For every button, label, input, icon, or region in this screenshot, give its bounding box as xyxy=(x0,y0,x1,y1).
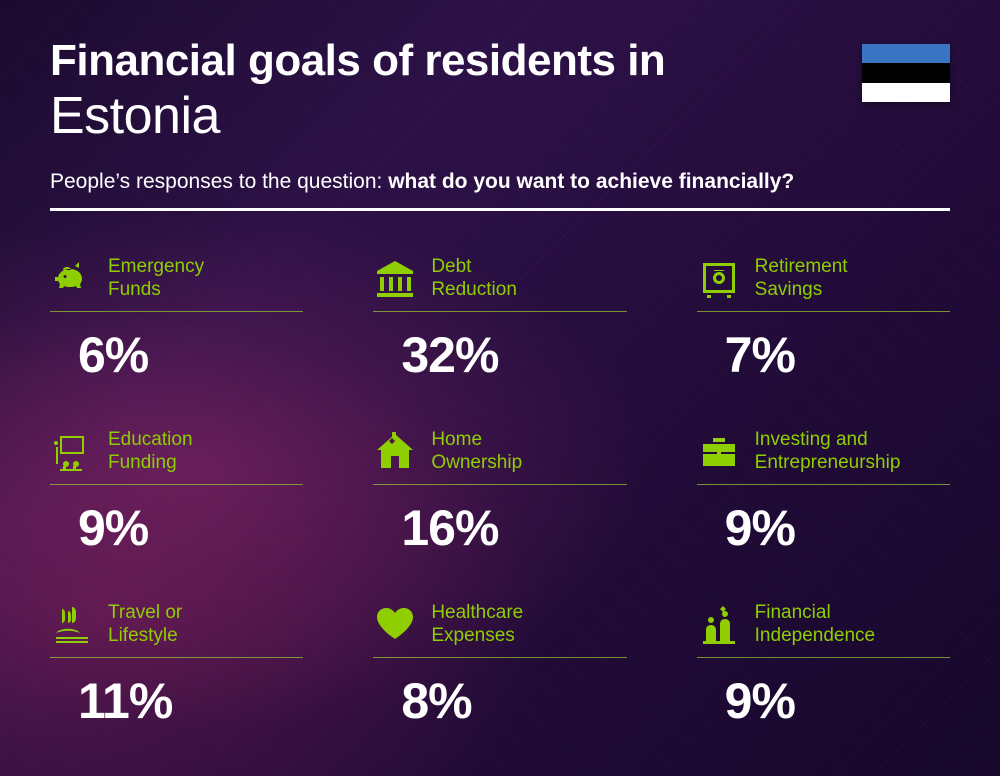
card-head: HomeOwnership xyxy=(373,428,626,476)
briefcase-icon xyxy=(697,430,741,474)
stat-card: EducationFunding 9% xyxy=(50,428,303,557)
card-head: Investing andEntrepreneurship xyxy=(697,428,950,476)
stat-card: EmergencyFunds 6% xyxy=(50,255,303,384)
card-divider xyxy=(50,484,303,485)
card-divider xyxy=(373,311,626,312)
stat-card: Travel orLifestyle 11% xyxy=(50,601,303,730)
card-head: EmergencyFunds xyxy=(50,255,303,303)
card-head: EducationFunding xyxy=(50,428,303,476)
card-head: FinancialIndependence xyxy=(697,601,950,649)
safe-icon xyxy=(697,257,741,301)
independence-icon xyxy=(697,603,741,647)
house-icon xyxy=(373,430,417,474)
card-divider xyxy=(697,484,950,485)
stat-card: HealthcareExpenses 8% xyxy=(373,601,626,730)
title-line2: Estonia xyxy=(50,86,862,146)
stat-label: EducationFunding xyxy=(108,429,193,475)
title-block: Financial goals of residents in Estonia xyxy=(50,38,862,146)
flag-stripe-middle xyxy=(862,63,950,82)
stat-value: 9% xyxy=(697,672,950,730)
healthcare-icon xyxy=(373,603,417,647)
card-divider xyxy=(50,657,303,658)
stat-label: EmergencyFunds xyxy=(108,256,204,302)
stat-label: RetirementSavings xyxy=(755,256,848,302)
stat-value: 32% xyxy=(373,326,626,384)
card-divider xyxy=(697,311,950,312)
card-head: Travel orLifestyle xyxy=(50,601,303,649)
stat-label: HomeOwnership xyxy=(431,429,522,475)
stat-value: 6% xyxy=(50,326,303,384)
stat-value: 7% xyxy=(697,326,950,384)
card-head: RetirementSavings xyxy=(697,255,950,303)
title-line1: Financial goals of residents in xyxy=(50,38,862,84)
stat-card: RetirementSavings 7% xyxy=(697,255,950,384)
stat-label: HealthcareExpenses xyxy=(431,602,523,648)
stat-card: HomeOwnership 16% xyxy=(373,428,626,557)
card-divider xyxy=(50,311,303,312)
stat-value: 9% xyxy=(50,499,303,557)
card-head: HealthcareExpenses xyxy=(373,601,626,649)
subtitle: People’s responses to the question: what… xyxy=(50,170,950,194)
flag-estonia xyxy=(862,44,950,102)
header-divider xyxy=(50,208,950,211)
stat-card: FinancialIndependence 9% xyxy=(697,601,950,730)
stat-value: 9% xyxy=(697,499,950,557)
education-icon xyxy=(50,430,94,474)
card-divider xyxy=(697,657,950,658)
stat-value: 11% xyxy=(50,672,303,730)
stat-card: DebtReduction 32% xyxy=(373,255,626,384)
title-row: Financial goals of residents in Estonia xyxy=(50,38,950,146)
piggy-bank-icon xyxy=(50,257,94,301)
card-divider xyxy=(373,484,626,485)
stat-label: FinancialIndependence xyxy=(755,602,875,648)
stat-value: 16% xyxy=(373,499,626,557)
stats-grid: EmergencyFunds 6% DebtReduction 32% Retireme… xyxy=(50,255,950,730)
subtitle-bold: what do you want to achieve financially? xyxy=(388,170,794,193)
stat-label: Travel orLifestyle xyxy=(108,602,182,648)
stat-label: DebtReduction xyxy=(431,256,517,302)
stat-value: 8% xyxy=(373,672,626,730)
flag-stripe-top xyxy=(862,44,950,63)
card-divider xyxy=(373,657,626,658)
flag-stripe-bottom xyxy=(862,83,950,102)
stat-card: Investing andEntrepreneurship 9% xyxy=(697,428,950,557)
header: Financial goals of residents in Estonia … xyxy=(50,38,950,211)
stat-label: Investing andEntrepreneurship xyxy=(755,429,901,475)
subtitle-prefix: People’s responses to the question: xyxy=(50,170,388,193)
bank-icon xyxy=(373,257,417,301)
travel-icon xyxy=(50,603,94,647)
card-head: DebtReduction xyxy=(373,255,626,303)
